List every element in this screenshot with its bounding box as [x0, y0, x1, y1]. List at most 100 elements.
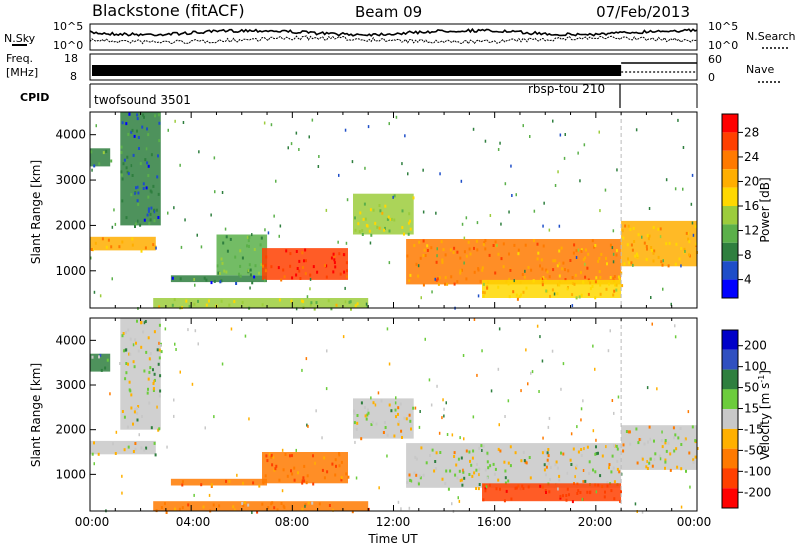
data-cell	[258, 484, 261, 488]
data-cell	[548, 490, 551, 494]
data-cell	[408, 473, 411, 477]
data-cell	[444, 482, 447, 485]
data-cell	[125, 331, 127, 334]
data-cell	[121, 177, 124, 181]
data-cell	[483, 291, 486, 295]
data-cell	[547, 425, 550, 429]
data-cell	[91, 168, 93, 172]
data-cell	[594, 452, 597, 456]
data-cell	[134, 447, 137, 451]
data-cell	[554, 259, 557, 263]
data-cell	[173, 414, 175, 418]
data-cell	[158, 305, 161, 309]
data-cell	[609, 329, 611, 333]
data-cell	[510, 497, 513, 501]
data-cell	[367, 507, 370, 511]
velocity-panel: 4000 3000 2000 1000 Slant Range [km] 200 100…	[29, 317, 772, 514]
data-cell	[130, 164, 133, 168]
data-cell	[395, 396, 397, 400]
data-cell	[278, 234, 280, 238]
data-cell	[104, 366, 107, 370]
data-cell	[608, 463, 611, 467]
data-cell	[362, 217, 365, 221]
data-cell	[220, 257, 223, 261]
data-cell	[548, 275, 551, 279]
data-cell	[410, 427, 412, 431]
data-region	[621, 425, 697, 470]
data-cell	[137, 202, 140, 206]
data-cell	[91, 452, 94, 456]
data-cell	[417, 482, 420, 486]
data-cell	[435, 278, 438, 282]
data-cell	[676, 465, 679, 469]
data-cell	[512, 290, 515, 294]
data-cell	[580, 249, 583, 253]
data-cell	[310, 301, 313, 305]
data-cell	[127, 445, 130, 449]
data-cell	[407, 221, 410, 225]
data-cell	[527, 266, 530, 269]
data-cell	[188, 304, 191, 308]
data-cell	[251, 281, 254, 285]
nave-label: Nave	[746, 63, 774, 76]
data-cell	[388, 229, 391, 233]
data-cell	[290, 469, 292, 473]
data-cell	[258, 271, 260, 275]
data-cell	[571, 276, 574, 279]
data-cell	[208, 493, 211, 497]
data-cell	[500, 222, 502, 226]
data-cell	[523, 459, 526, 463]
data-cell	[246, 235, 249, 239]
data-cell	[647, 237, 650, 241]
data-cell	[545, 465, 548, 469]
velocity-data	[90, 318, 699, 514]
data-cell	[351, 160, 354, 164]
data-cell	[606, 262, 608, 266]
data-cell	[270, 265, 273, 269]
data-cell	[131, 243, 134, 247]
data-cell	[515, 486, 518, 490]
data-cell	[490, 389, 493, 393]
data-cell	[652, 251, 655, 255]
data-cell	[267, 231, 270, 235]
data-cell	[330, 256, 333, 260]
data-cell	[446, 433, 449, 436]
data-cell	[509, 464, 512, 468]
data-cell	[584, 256, 587, 260]
data-cell	[541, 283, 544, 287]
data-cell	[304, 248, 307, 252]
data-cell	[465, 277, 468, 281]
data-cell	[147, 133, 150, 137]
data-cell	[271, 463, 274, 467]
data-cell	[542, 436, 544, 440]
data-cell	[622, 443, 625, 447]
data-cell	[458, 499, 461, 503]
data-cell	[338, 173, 340, 177]
xtick-label-6: 00:00	[677, 515, 712, 529]
data-cell	[333, 254, 336, 258]
data-cell	[462, 470, 465, 474]
data-cell	[382, 431, 385, 434]
data-cell	[158, 356, 161, 360]
colorbar-segment	[722, 261, 738, 280]
data-cell	[302, 476, 305, 480]
data-cell	[442, 248, 445, 252]
data-cell	[545, 491, 547, 494]
data-region	[406, 443, 622, 488]
data-cell	[612, 229, 615, 233]
data-region	[170, 478, 267, 486]
data-cell	[334, 473, 337, 477]
data-cell	[690, 202, 693, 206]
data-cell	[303, 464, 306, 468]
data-cell	[484, 247, 487, 251]
data-cell	[301, 251, 304, 255]
data-cell	[111, 277, 113, 281]
xtick-label-0: 00:00	[75, 515, 110, 529]
data-cell	[478, 467, 481, 471]
data-cell	[485, 485, 488, 489]
data-cell	[152, 368, 154, 372]
data-cell	[480, 444, 483, 448]
data-cell	[547, 448, 550, 451]
data-cell	[425, 461, 428, 465]
data-cell	[484, 139, 487, 143]
